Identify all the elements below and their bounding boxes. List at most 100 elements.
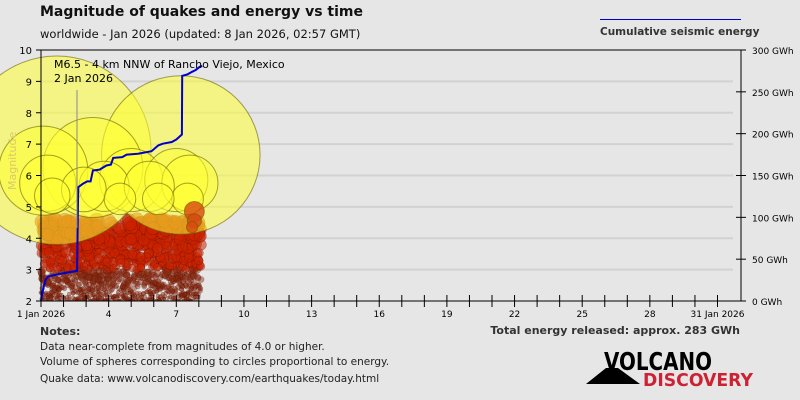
quake-point	[87, 298, 92, 301]
quake-circle	[141, 182, 175, 216]
quake-point	[82, 278, 89, 286]
quake-point	[161, 295, 166, 300]
quake-point	[49, 289, 54, 295]
quake-point	[77, 271, 85, 279]
quake-point	[137, 273, 145, 281]
quake-point	[165, 273, 173, 281]
quake-point	[107, 283, 114, 289]
quake-point	[148, 282, 154, 289]
quake-point	[183, 282, 189, 289]
quake-point	[38, 274, 46, 282]
quake-point	[167, 272, 175, 280]
quake-point	[188, 287, 194, 293]
quake-point	[157, 284, 164, 290]
quake-point	[97, 295, 102, 300]
quake-point	[90, 293, 95, 298]
quake-point	[181, 298, 186, 301]
quake-point	[75, 290, 80, 296]
quake-point	[92, 272, 100, 280]
quake-point	[93, 285, 100, 291]
quake-point	[181, 290, 186, 296]
quake-point	[50, 288, 56, 294]
quake-point	[81, 298, 86, 301]
quake-point	[45, 292, 50, 298]
quake-point	[187, 294, 192, 299]
quake-point	[172, 291, 178, 296]
quake-point	[73, 296, 78, 301]
quake-point	[86, 289, 92, 294]
quake-point	[97, 271, 105, 279]
quake-point	[85, 285, 91, 292]
quake-point	[122, 279, 129, 286]
quake-point	[129, 277, 137, 284]
quake-point	[179, 292, 184, 297]
quake-point	[68, 275, 75, 283]
quake-point	[174, 275, 182, 282]
quake-point	[156, 281, 162, 288]
annotation-line2: 2 Jan 2026	[54, 72, 113, 85]
quake-point	[97, 278, 104, 286]
quake-point	[96, 267, 104, 276]
quake-point	[152, 280, 159, 287]
quake-point	[129, 276, 136, 283]
quake-point	[172, 274, 180, 282]
quake-point	[42, 297, 47, 301]
quake-point	[90, 277, 98, 285]
quake-point	[141, 279, 148, 287]
quake-point	[191, 280, 198, 287]
quake-point	[143, 278, 150, 286]
quake-point	[116, 286, 122, 292]
quake-point	[160, 292, 166, 297]
quake-point	[177, 270, 185, 278]
quake-point	[197, 286, 204, 292]
volcanodiscovery-logo[interactable]: VOLCANO DISCOVERY	[584, 346, 756, 392]
quake-point	[173, 289, 178, 294]
quake-point	[103, 275, 111, 283]
quake-point	[183, 273, 191, 280]
quake-point	[137, 298, 141, 301]
quake-point	[160, 296, 165, 301]
quake-point	[157, 294, 162, 299]
quake-point	[81, 292, 86, 298]
quake-point	[78, 294, 83, 299]
quake-point	[84, 288, 90, 294]
quake-point	[121, 293, 126, 299]
quake-point	[62, 277, 69, 284]
quake-point	[106, 288, 112, 294]
quake-point	[82, 289, 87, 295]
quake-point	[162, 296, 167, 301]
quake-point	[86, 273, 94, 281]
quake-point	[54, 285, 60, 292]
quake-point	[195, 282, 202, 289]
quake-point	[95, 274, 103, 282]
x-tick-label: 16	[374, 310, 386, 320]
quake-point	[54, 284, 60, 290]
quake-point	[134, 280, 141, 287]
quake-point	[105, 276, 112, 284]
quake-point	[181, 275, 189, 282]
quake-point	[37, 269, 46, 278]
y-tick-label: 3	[26, 266, 32, 277]
quake-point	[172, 286, 178, 292]
y-tick-label: 7	[26, 140, 32, 151]
quake-point	[182, 294, 187, 299]
quake-point	[124, 281, 130, 288]
quake-point	[89, 288, 95, 294]
quake-point	[151, 289, 157, 295]
quake-point	[85, 273, 93, 281]
quake-point	[63, 263, 72, 272]
quake-point	[178, 294, 183, 299]
quake-point	[141, 282, 147, 288]
quake-point	[69, 287, 75, 293]
quake-point	[66, 280, 73, 287]
quake-point	[57, 279, 64, 286]
quake-point	[121, 284, 128, 290]
quake-point	[194, 255, 204, 266]
quake-point	[123, 271, 131, 279]
quake-point	[145, 271, 153, 279]
quake-point	[46, 280, 53, 287]
quake-point	[154, 288, 160, 294]
quake-point	[86, 281, 93, 288]
quake-point	[149, 292, 154, 297]
quake-point	[171, 296, 175, 300]
